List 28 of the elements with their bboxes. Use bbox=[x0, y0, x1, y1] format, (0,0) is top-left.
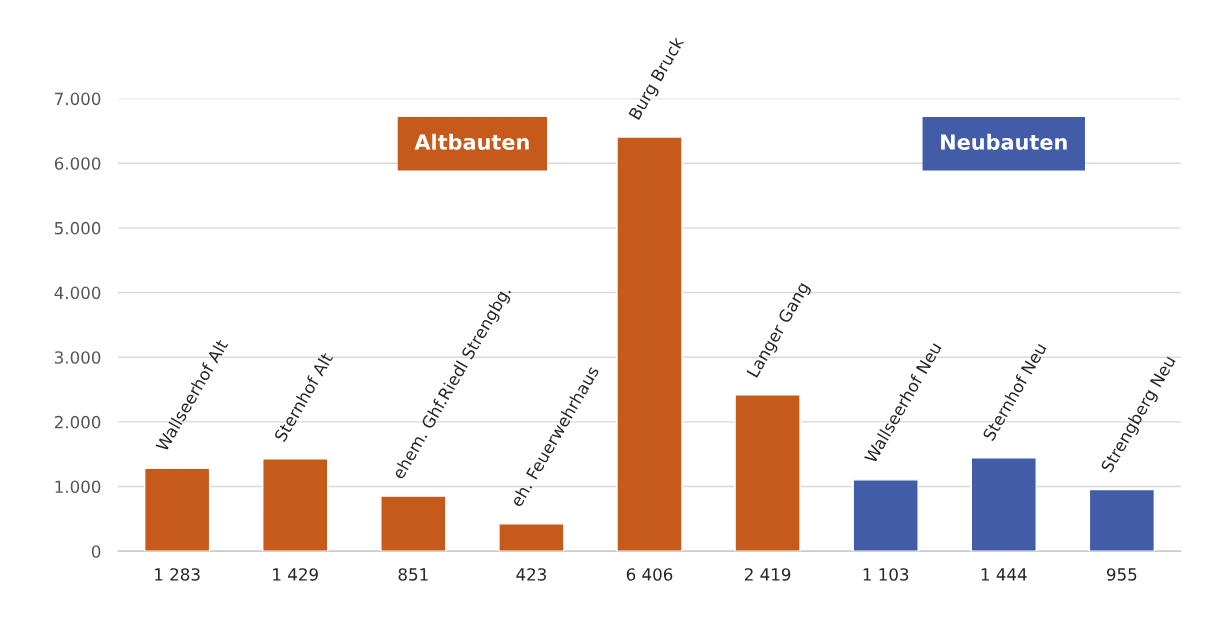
y-tick-label: 1.000 bbox=[55, 480, 101, 494]
bar bbox=[1088, 488, 1156, 552]
text: 955 bbox=[1107, 568, 1137, 581]
y-tick-label: 6.000 bbox=[54, 157, 101, 170]
bar bbox=[143, 467, 211, 552]
y-tick-label: 2.000 bbox=[54, 415, 101, 429]
text: Altbauten bbox=[414, 133, 529, 150]
text: 1 103 bbox=[863, 568, 909, 581]
text: 423 bbox=[516, 568, 546, 581]
bar bbox=[734, 394, 801, 552]
bar bbox=[498, 523, 565, 552]
text: 851 bbox=[398, 568, 428, 581]
text: 1 429 bbox=[273, 568, 318, 581]
bar bbox=[380, 495, 447, 552]
y-tick-label: 3.000 bbox=[54, 351, 101, 364]
y-tick-label: 4.000 bbox=[54, 286, 101, 300]
y-tick-label: 5.000 bbox=[55, 221, 101, 235]
y-tick-label: 0 bbox=[91, 545, 101, 558]
text: 1 283 bbox=[155, 568, 200, 581]
text: 1 444 bbox=[981, 568, 1027, 581]
text: Neubauten bbox=[941, 133, 1067, 150]
bar bbox=[970, 457, 1037, 552]
bar bbox=[616, 136, 683, 552]
text: 2 419 bbox=[744, 568, 791, 581]
bar bbox=[852, 479, 919, 552]
y-tick-label: 7.000 bbox=[55, 92, 101, 106]
text: 6 406 bbox=[626, 568, 673, 581]
bar bbox=[262, 458, 329, 552]
